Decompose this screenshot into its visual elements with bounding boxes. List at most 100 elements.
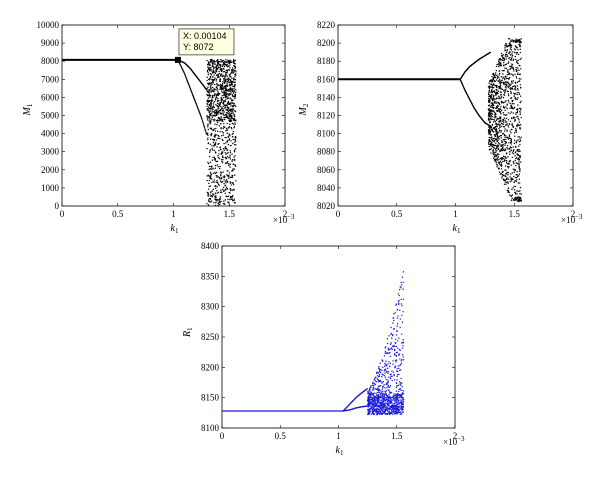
chaotic-point: [518, 136, 521, 138]
chaotic-point: [505, 117, 508, 119]
y-tick-label: 8200: [317, 38, 336, 48]
chaotic-point: [493, 94, 495, 96]
chaotic-point: [394, 406, 396, 408]
chaotic-point: [223, 111, 225, 113]
chaotic-point: [384, 368, 386, 371]
chaotic-point: [216, 180, 218, 182]
chaotic-point: [507, 82, 510, 84]
chaotic-point: [209, 177, 212, 180]
plot-area-m1: [61, 24, 286, 207]
chaotic-point: [513, 92, 515, 95]
chaotic-point: [504, 47, 506, 49]
chaotic-point: [493, 141, 495, 143]
chaotic-point: [371, 406, 373, 409]
chaotic-point: [220, 191, 223, 193]
chaotic-point: [402, 310, 404, 313]
chaotic-point: [227, 110, 230, 113]
datatip-m1[interactable]: X: 0.00104 Y: 8072: [174, 28, 235, 63]
x-multiplier-m2: ×10−3: [561, 213, 583, 225]
chaotic-point: [395, 334, 398, 336]
chaotic-point: [381, 359, 383, 361]
chaotic-point: [502, 160, 504, 163]
chaotic-point: [378, 370, 381, 373]
chaotic-point: [400, 281, 402, 284]
chaotic-point: [386, 342, 389, 345]
chaotic-point: [224, 180, 226, 183]
chaotic-point: [381, 376, 383, 378]
chaotic-point: [211, 147, 213, 150]
chaotic-point: [392, 322, 394, 324]
chaotic-point: [218, 93, 220, 95]
chaotic-point: [232, 92, 235, 94]
chaotic-point: [518, 107, 521, 110]
chaotic-point: [226, 70, 228, 72]
chaotic-point: [509, 73, 511, 75]
chaotic-point: [400, 298, 402, 301]
chaotic-point: [213, 60, 216, 62]
chaotic-point: [498, 153, 500, 156]
chaotic-point: [487, 92, 490, 94]
chaotic-point: [502, 146, 504, 148]
chaotic-point: [230, 198, 233, 200]
chaotic-point: [207, 106, 210, 108]
chaotic-point: [213, 135, 216, 137]
chaotic-point: [508, 142, 510, 144]
chaotic-point: [505, 53, 508, 56]
chaotic-point: [234, 104, 236, 107]
chaotic-point: [232, 163, 234, 165]
chaotic-point: [231, 133, 234, 135]
chaotic-point: [225, 86, 227, 89]
chaotic-point: [226, 96, 228, 98]
chaotic-point: [233, 119, 235, 121]
chaotic-point: [516, 40, 518, 42]
chaotic-point: [377, 378, 379, 381]
chaotic-point: [503, 149, 505, 152]
chaotic-point: [231, 77, 233, 79]
chaotic-point: [398, 367, 400, 370]
chaotic-point: [209, 138, 212, 140]
chaotic-point: [216, 102, 219, 104]
chaotic-point: [225, 64, 227, 66]
chaotic-point: [490, 96, 492, 99]
chaotic-point: [232, 123, 235, 125]
chaotic-point: [388, 389, 390, 391]
lower-branch-point: [201, 120, 204, 122]
chaotic-point: [503, 90, 505, 92]
chaotic-point: [516, 193, 518, 195]
chaotic-point: [515, 162, 517, 164]
chaotic-point: [494, 159, 496, 162]
chaotic-point: [220, 127, 222, 130]
y-tick-label: 8220: [317, 20, 336, 30]
chaotic-point: [491, 106, 494, 109]
x-tick-label: 1.5: [391, 431, 403, 441]
chaotic-point: [511, 56, 513, 58]
chaotic-point: [501, 88, 504, 91]
chaotic-point: [223, 87, 225, 89]
chaotic-point: [233, 71, 235, 73]
chaotic-point: [217, 120, 219, 122]
chaotic-point: [510, 92, 512, 94]
chaotic-point: [492, 76, 495, 79]
chaotic-point: [235, 89, 237, 91]
chaotic-point: [505, 44, 508, 46]
chaotic-point: [495, 154, 497, 156]
chaotic-point: [221, 95, 223, 97]
chaotic-point: [514, 86, 517, 88]
chaotic-point: [214, 111, 217, 114]
chaotic-point: [402, 339, 405, 341]
chaotic-point: [212, 188, 215, 191]
chaotic-point: [514, 145, 517, 148]
chaotic-point: [393, 379, 396, 381]
chaotic-point: [229, 198, 231, 201]
chaotic-point: [505, 89, 507, 91]
chaotic-point: [396, 404, 398, 406]
chaotic-point: [228, 83, 231, 86]
chaotic-point: [215, 89, 217, 91]
chaotic-point: [206, 87, 208, 90]
chaotic-point: [221, 90, 223, 93]
chaotic-point: [517, 139, 519, 141]
chaotic-point: [233, 90, 235, 92]
chaotic-point: [495, 65, 498, 68]
chaotic-point: [511, 100, 514, 103]
x-tick-label: 1: [336, 431, 341, 441]
